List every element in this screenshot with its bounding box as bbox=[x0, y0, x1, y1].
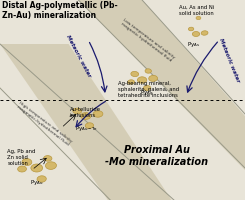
Ellipse shape bbox=[46, 162, 56, 169]
Ellipse shape bbox=[93, 111, 103, 117]
Polygon shape bbox=[0, 44, 172, 200]
Text: Meteoric water: Meteoric water bbox=[65, 34, 91, 78]
Text: Py$_{\rm As}$: Py$_{\rm As}$ bbox=[187, 40, 201, 49]
Text: Ag, Pb and
Zn solid
solution: Ag, Pb and Zn solid solution bbox=[7, 149, 36, 166]
Ellipse shape bbox=[85, 123, 94, 128]
Ellipse shape bbox=[137, 77, 147, 83]
Ellipse shape bbox=[149, 75, 158, 81]
Ellipse shape bbox=[22, 159, 32, 165]
Ellipse shape bbox=[128, 80, 135, 84]
Ellipse shape bbox=[44, 156, 52, 161]
Text: Au, As and Ni
solid solution: Au, As and Ni solid solution bbox=[179, 5, 214, 16]
Ellipse shape bbox=[73, 108, 82, 114]
Ellipse shape bbox=[196, 16, 201, 20]
Ellipse shape bbox=[188, 27, 194, 31]
Ellipse shape bbox=[18, 166, 26, 172]
Text: Meteoric water: Meteoric water bbox=[218, 37, 240, 83]
Ellipse shape bbox=[145, 69, 151, 73]
Text: Distal Ag-polymetallic (Pb-
Zn-Au) mineralization: Distal Ag-polymetallic (Pb- Zn-Au) miner… bbox=[2, 1, 118, 20]
Text: Py$_{\rm Au-Te}$: Py$_{\rm Au-Te}$ bbox=[75, 124, 98, 133]
Ellipse shape bbox=[31, 164, 43, 172]
Text: Au-telluride
inclusions: Au-telluride inclusions bbox=[70, 107, 101, 118]
Ellipse shape bbox=[131, 71, 139, 77]
Text: Py$_{\rm Au}$: Py$_{\rm Au}$ bbox=[30, 178, 43, 187]
Polygon shape bbox=[78, 0, 245, 170]
Text: Low temperature and salinity
magnetic hydrothermal fluid: Low temperature and salinity magnetic hy… bbox=[119, 17, 175, 63]
Ellipse shape bbox=[143, 85, 151, 91]
Ellipse shape bbox=[192, 31, 200, 36]
Text: High temperature and salinity
magmatic-hydrothermal fluid: High temperature and salinity magmatic-h… bbox=[15, 101, 73, 147]
Ellipse shape bbox=[201, 31, 208, 35]
Text: Proximal Au
-Mo mineralization: Proximal Au -Mo mineralization bbox=[105, 145, 208, 167]
Text: Py$_{\rm Ag}$: Py$_{\rm Ag}$ bbox=[140, 89, 153, 99]
Ellipse shape bbox=[37, 176, 46, 182]
Text: Ag-bearing mineral,
sphalerite, galena, and
tetrahedrite inclusions: Ag-bearing mineral, sphalerite, galena, … bbox=[118, 81, 179, 98]
Ellipse shape bbox=[81, 113, 91, 119]
